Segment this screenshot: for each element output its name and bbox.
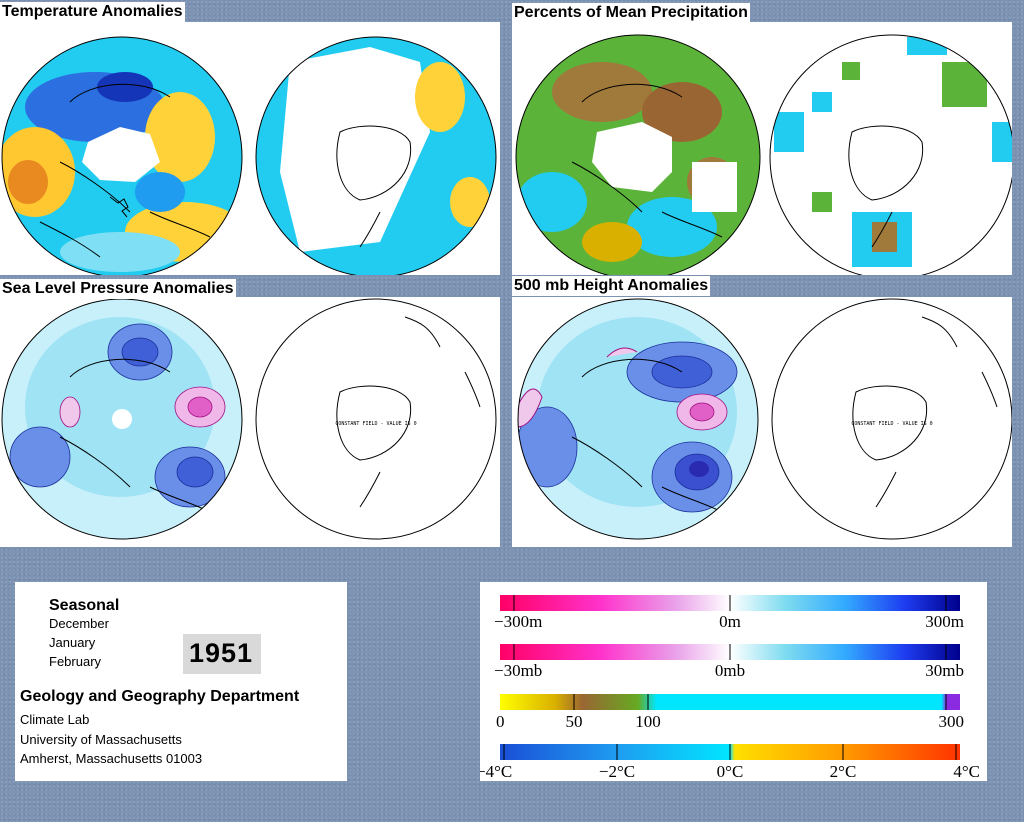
height500-northern-hemisphere-map — [518, 299, 758, 539]
height-legend-min: −300m — [494, 612, 542, 631]
temp-legend-2: 2°C — [830, 762, 857, 781]
pressure-legend-max: 30mb — [925, 661, 964, 680]
department-label: Geology and Geography Department — [20, 688, 300, 705]
temp-legend-minus2: −2°C — [599, 762, 635, 781]
precip-legend-50: 50 — [566, 712, 583, 731]
pressure-legend-min: −30mb — [494, 661, 542, 680]
height500-panel: CONSTANT FIELD - VALUE IS 0 — [512, 297, 1012, 547]
climate-lab-label: Climate Lab — [20, 712, 90, 727]
season-label: Seasonal — [49, 597, 120, 614]
slp-southern-hemisphere-map: CONSTANT FIELD - VALUE IS 0 — [255, 298, 497, 540]
precipitation-southern-hemisphere-map — [770, 35, 1012, 275]
university-label: University of Massachusetts — [20, 732, 182, 747]
height500-title: 500 mb Height Anomalies — [512, 276, 711, 296]
address-label: Amherst, Massachusetts 01003 — [20, 751, 203, 766]
height-legend-mid: 0m — [719, 612, 741, 631]
temperature-maps — [1, 36, 497, 275]
precipitation-panel — [512, 22, 1012, 275]
temperature-southern-hemisphere-map — [256, 37, 496, 275]
temp-legend-0: 0°C — [717, 762, 744, 781]
pressure-legend-mid: 0mb — [715, 661, 745, 680]
temp-legend-4: 4°C — [953, 762, 980, 781]
pressure-legend: −30mb 0mb 30mb — [494, 644, 964, 680]
slp-title: Sea Level Pressure Anomalies — [0, 279, 236, 299]
temperature-title: Temperature Anomalies — [0, 2, 185, 22]
info-box: Seasonal December January February 1951 … — [15, 582, 347, 781]
height-legend: −300m 0m 300m — [494, 595, 964, 631]
month-january: January — [49, 635, 96, 650]
height500-southern-hemisphere-map: CONSTANT FIELD - VALUE IS 0 — [771, 298, 1012, 540]
temperature-northern-hemisphere-map — [2, 37, 242, 275]
slp-constant-field-label: CONSTANT FIELD - VALUE IS 0 — [335, 421, 416, 427]
precipitation-northern-hemisphere-map — [516, 35, 760, 275]
month-february: February — [49, 654, 102, 669]
temperature-panel — [0, 22, 500, 275]
precipitation-legend: 0 50 100 300 — [496, 694, 964, 731]
height-legend-max: 300m — [925, 612, 964, 631]
year-label: 1951 — [189, 638, 254, 668]
precip-legend-0: 0 — [496, 712, 505, 731]
slp-northern-hemisphere-map — [2, 299, 242, 539]
month-december: December — [49, 616, 109, 631]
temperature-legend: −4°C −2°C 0°C 2°C 4°C — [480, 744, 980, 781]
slp-maps: CONSTANT FIELD - VALUE IS 0 — [1, 298, 497, 540]
precipitation-title: Percents of Mean Precipitation — [512, 3, 750, 23]
precipitation-maps — [515, 34, 1012, 275]
color-legend: −300m 0m 300m −30mb 0mb 30mb 0 50 100 30… — [480, 582, 987, 781]
legend-svg: −300m 0m 300m −30mb 0mb 30mb 0 50 100 30… — [480, 595, 980, 781]
height500-constant-field-label: CONSTANT FIELD - VALUE IS 0 — [851, 421, 932, 427]
precip-legend-100: 100 — [635, 712, 661, 731]
height500-maps: CONSTANT FIELD - VALUE IS 0 — [517, 298, 1012, 540]
precip-legend-300: 300 — [939, 712, 965, 731]
temp-legend-minus4: −4°C — [480, 762, 512, 781]
slp-panel: CONSTANT FIELD - VALUE IS 0 — [0, 297, 500, 547]
year-box: 1951 — [183, 634, 261, 674]
